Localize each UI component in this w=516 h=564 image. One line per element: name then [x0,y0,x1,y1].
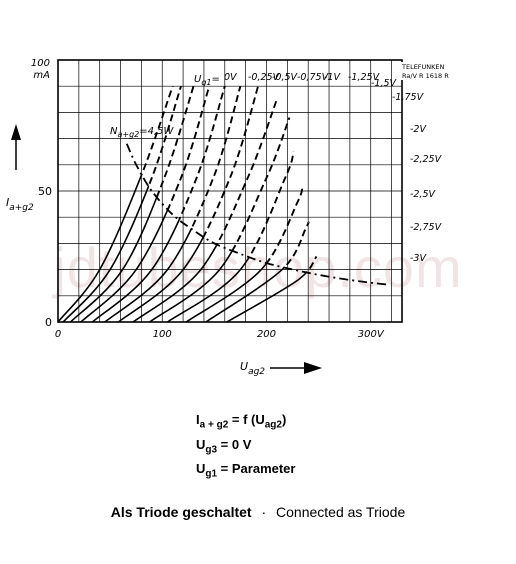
series-label-4: -1V [324,72,341,83]
x-axis-arrow-head [304,362,322,374]
y-axis-label-sub: a+g2 [9,203,34,213]
series-line-dashed-9 [166,151,295,285]
series-label-2: -0,5V [272,72,299,83]
condition-row: Ug1 = Parameter [196,459,295,484]
grid [58,60,402,322]
series-line-dashed-8 [149,117,291,285]
series-line-dashed-12 [226,255,318,285]
x-tick-label: 300V [358,329,385,340]
series-line-solid-5 [104,85,242,322]
y-axis-arrow-head [11,124,21,140]
y-tick-label: 50 [38,185,52,198]
legend-prefix-sub: g1 [201,78,211,87]
series-line-solid-3 [80,85,210,322]
caption-english: Connected as Triode [276,504,406,520]
series-label-5: -1,25V [348,72,381,83]
condition-row: Ia + g2 = f (Uag2) [196,410,295,435]
power-label: Na+g2=4,5W [110,126,175,139]
brand-line-1: TELEFUNKEN [401,63,445,71]
x-tick-label: 100 [153,329,172,340]
series-line-solid-4 [91,85,226,322]
series-line-dashed-5 [104,85,242,285]
series-label-3: -0,75V [297,72,330,83]
series-group [58,85,387,322]
series-label-1: -0,25V [248,72,281,83]
series-line-solid-10 [185,185,303,322]
brand-line-2: Ra/V R 1618 R [402,72,449,80]
series-label-12: -3V [410,253,427,264]
condition-row: Ug3 = 0 V [196,435,295,460]
x-axis-label-sub: ag2 [248,367,265,377]
y-axis-label-main: I [6,196,9,209]
condition-value-subscript: ag2 [264,419,282,431]
labels-group: 0 50 0 100 200 300V 0V -0,25V-0,5V -0,75V-1V -1,2… [38,72,443,340]
legend-prefix-main: U [194,74,202,85]
y-top-label: 100 [31,58,50,69]
series-label-9: -2,25V [410,154,443,165]
series-line-dashed-4 [91,85,226,285]
series-line-dashed-11 [205,221,310,285]
series-line-dashed-7 [132,98,278,285]
series-line-dashed-3 [80,85,211,285]
series-label-8: -2V [410,124,427,135]
power-label-main: N [110,126,118,137]
condition-value: = Parameter [217,461,296,477]
x-axis-label: Uag2 [240,360,265,377]
y-axis-label: Ia+g2 [6,196,34,213]
condition-value: = 0 V [217,436,252,452]
caption: Als Triode geschaltet · Connected as Tri… [0,504,516,520]
series-line-dashed-10 [185,185,304,285]
condition-tail: ) [281,412,287,427]
x-axis-label-main: U [240,360,248,373]
condition-value: = f (U [228,412,265,427]
series-label-6: -1,5V [371,78,398,89]
caption-german: Als Triode geschaltet [110,504,252,520]
brand-box [400,62,448,80]
legend-prefix: Ug1= [194,74,220,87]
conditions-block: Ia + g2 = f (Uag2) Ug3 = 0 V Ug1 = Paramet… [196,410,295,484]
series-label-0: 0V [224,72,238,83]
series-line-solid-12 [226,256,318,322]
condition-symbol: U [196,461,206,477]
series-label-10: -2,5V [410,189,437,200]
condition-subscript: a + g2 [199,419,229,431]
condition-subscript: g3 [205,444,218,456]
x-tick-label: 0 [55,329,61,340]
series-line-dashed-0 [58,85,174,285]
series-label-11: -2,75V [410,222,443,233]
condition-subscript: g1 [205,468,218,480]
caption-separator: · [261,504,267,520]
plot-frame [57,59,403,323]
series-line-solid-0 [58,85,174,322]
y-unit-label: mA [33,70,50,81]
power-label-sub: a+g2 [117,130,139,139]
condition-symbol: I [196,412,200,427]
y-tick-label: 0 [45,316,52,329]
x-tick-label: 200 [257,329,276,340]
condition-symbol: U [196,436,206,452]
series-line-dashed-6 [117,85,260,285]
characteristic-chart: 0 50 0 100 200 300V 0V -0,25V-0,5V -0,75V-1V -1,2… [6,58,449,377]
series-label-7: -1,75V [392,92,425,103]
power-label-value: =4,5W [139,126,174,137]
